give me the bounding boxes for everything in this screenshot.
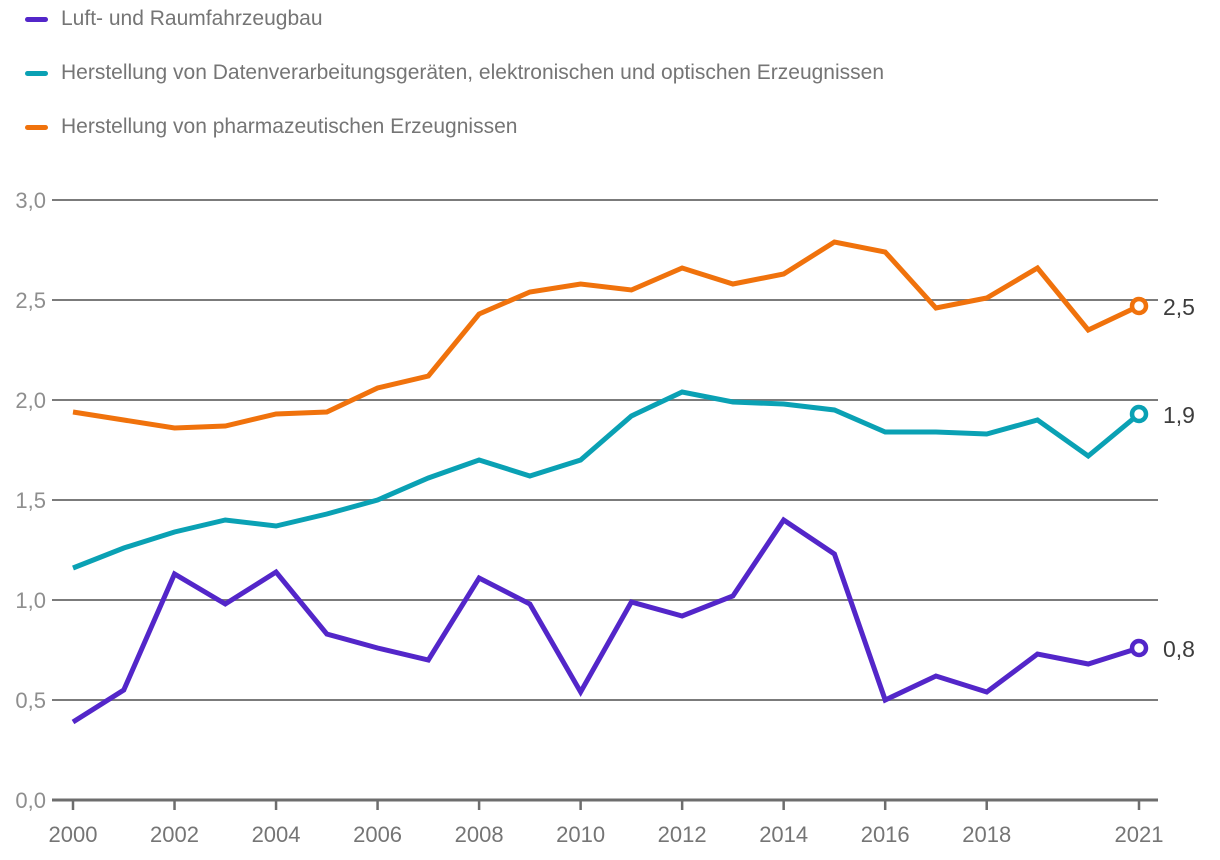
legend-item-label: Luft- und Raumfahrzeugbau [61,7,323,30]
legend-color-swatch-icon [25,124,48,130]
x-axis-tick-label: 2004 [252,822,301,847]
legend-item-aerospace: Luft- und Raumfahrzeugbau [25,8,884,30]
legend-item-electronics: Herstellung von Datenverarbeitungsgeräte… [25,62,884,84]
chart-legend: Luft- und Raumfahrzeugbau Herstellung vo… [25,8,884,170]
x-axis-tick-label: 2000 [49,822,98,847]
legend-color-swatch-icon [25,16,48,22]
series-end-marker-icon [1129,404,1149,424]
x-axis-tick-label: 2010 [556,822,605,847]
y-axis-tick-label: 3,0 [15,188,46,213]
series-end-value-label: 0,8 [1163,636,1195,662]
series-line-1 [72,389,1141,571]
legend-item-pharma: Herstellung von pharmazeutischen Erzeugn… [25,116,884,138]
y-axis-tick-label: 0,0 [15,788,46,813]
x-axis-tick-label: 2018 [962,822,1011,847]
x-axis-tick-label: 2008 [455,822,504,847]
series-end-marker-icon [1129,296,1149,316]
series-end-value-label: 2,5 [1163,294,1195,320]
x-axis-tick-label: 2016 [861,822,910,847]
legend-color-swatch-icon [25,70,48,76]
x-axis-tick-label: 2002 [150,822,199,847]
y-axis-tick-label: 2,5 [15,288,46,313]
y-axis-tick-label: 2,0 [15,388,46,413]
series-line-0 [71,516,1140,725]
x-axis-tick-label: 2014 [759,822,808,847]
y-axis-tick-label: 1,0 [15,588,46,613]
legend-item-label: Herstellung von pharmazeutischen Erzeugn… [61,115,518,138]
series-line-2 [72,239,1141,431]
series-end-marker-icon [1129,638,1149,658]
y-axis-tick-label: 1,5 [15,488,46,513]
x-axis-tick-label: 2021 [1115,822,1164,847]
series-end-value-label: 1,9 [1163,402,1195,428]
x-axis-tick-label: 2006 [353,822,402,847]
y-axis-tick-label: 0,5 [15,688,46,713]
x-axis-tick-label: 2012 [658,822,707,847]
legend-item-label: Herstellung von Datenverarbeitungsgeräte… [61,61,885,84]
